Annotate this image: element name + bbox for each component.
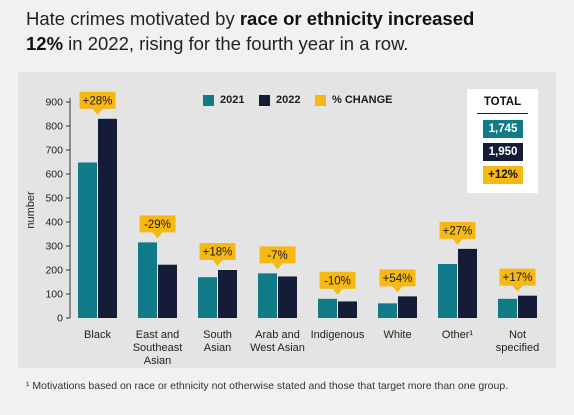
bar-2022 [338,301,357,318]
bar-2022 [218,270,237,318]
category-label: Not specified [496,329,539,354]
change-badge [319,271,356,289]
change-badge [259,246,296,264]
legend-swatch-2021 [203,94,214,106]
change-badge-pointer [512,285,523,292]
totals-box: TOTAL 1,745 1,950 +12% [467,89,538,193]
bar-2022 [278,276,297,318]
legend-2021: 2021 [203,93,244,107]
title-highlight: race or ethnicity increased [239,8,475,29]
totals-title: TOTAL [483,96,522,108]
total-2022: 1,950 [483,143,523,161]
change-badge-pointer [272,263,283,270]
chart-title: Hate crimes motivated by race or ethnici… [26,8,475,54]
bar-2021 [198,277,217,318]
footnote: ¹ Motivations based on race or ethnicity… [26,380,509,392]
category-label: South Asian [203,329,232,354]
totals-divider [477,113,528,114]
y-tick-label: 400 [45,217,63,229]
y-tick-label: 600 [45,169,63,181]
change-label: +27% [443,225,473,237]
change-badge-pointer [152,232,163,239]
change-badge-pointer [332,288,343,295]
bar-2021 [318,298,337,318]
change-badge [199,243,236,260]
change-badge-pointer [92,108,103,115]
change-badge-pointer [452,238,463,245]
change-label: -29% [144,219,171,231]
bar-2022 [518,295,537,318]
change-label: -10% [324,275,351,287]
change-label: +18% [203,247,233,259]
y-tick-label: 500 [45,193,63,205]
bar-2021 [78,162,97,318]
legend-change: % CHANGE [315,93,393,107]
category-label: Black [84,329,111,341]
legend-swatch-2022 [259,94,270,106]
category-label: Other¹ [442,329,474,341]
bar-2021 [138,242,157,318]
total-2021: 1,745 [483,120,523,138]
category-label: White [383,329,411,341]
y-tick-label: 800 [45,121,63,133]
y-tick-label: 900 [45,97,63,109]
category-label: Indigenous [311,329,365,341]
change-badge-pointer [392,286,403,293]
bar-2022 [98,118,117,318]
legend-swatch-change [315,94,326,106]
y-tick-label: 0 [57,313,63,325]
bar-2021 [438,264,457,318]
category-label: East and Southeast Asian [133,329,183,367]
change-label: +28% [83,95,113,107]
y-axis-label: number [25,191,37,229]
change-badge [379,269,416,287]
bar-2021 [258,273,277,318]
legend-2022: 2022 [259,93,300,107]
change-label: -7% [267,250,287,262]
bar-2022 [158,264,177,318]
bar-2021 [498,298,517,318]
change-badge [439,221,476,239]
change-badge [139,215,176,233]
y-tick-label: 700 [45,145,63,157]
title-highlight-percent: 12% [26,33,64,54]
change-badge-pointer [212,260,223,266]
bar-2021 [378,303,397,318]
y-tick-label: 100 [45,289,63,301]
change-badge [499,268,536,286]
change-badge [79,91,116,109]
y-tick-label: 200 [45,265,63,277]
total-change: +12% [483,166,523,184]
y-tick-label: 300 [45,241,63,253]
bar-2022 [398,296,417,318]
change-label: +17% [503,272,533,284]
change-label: +54% [383,273,413,285]
bar-2022 [458,248,477,318]
category-label: Arab and West Asian [250,329,305,354]
